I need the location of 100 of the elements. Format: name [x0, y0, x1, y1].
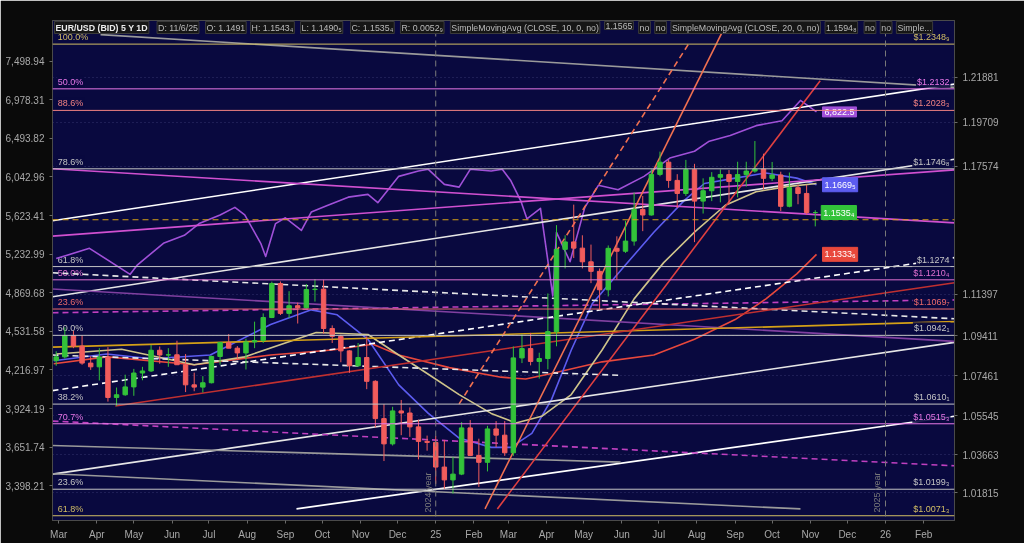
candlestick [614, 235, 620, 280]
y-tick-label: 1.19709 [962, 117, 1000, 129]
x-tick-label: Jun [613, 528, 630, 540]
x-tick-label: Mar [50, 528, 68, 540]
line-series [55, 99, 818, 297]
x-tick-label: Oct [764, 528, 781, 540]
y-tick-label: 1.21881 [962, 72, 1000, 84]
annotation: 50.0% [57, 323, 84, 334]
ref-line-label: $1.0199₃ [913, 477, 950, 488]
x-tick-label: Sep [726, 528, 745, 540]
annotation: SimpleMovingAvg (CLOSE, 10, 0, no) [451, 22, 599, 33]
ref-line-label: $1.0942₁ [913, 323, 950, 334]
candlestick [346, 349, 353, 374]
annotation: 1.1535₄ [823, 207, 855, 218]
annotation: 1.1594₈ [826, 22, 857, 33]
candlestick [786, 172, 793, 208]
candlestick [717, 168, 724, 203]
candlestick [502, 420, 508, 457]
x-tick-label: Sep [276, 528, 295, 540]
annotation: 61.8% [57, 254, 84, 265]
candlestick [803, 184, 810, 216]
candlestick [640, 195, 646, 232]
candlestick [760, 153, 767, 191]
candlestick [579, 234, 586, 269]
candlestick [441, 439, 448, 490]
annotation: 38.2% [57, 392, 84, 403]
x-tick-label: Apr [89, 528, 106, 540]
data-label: 1.1669₅ [824, 179, 857, 190]
y2-tick-label: 7,498.94 [5, 56, 45, 68]
candlestick [424, 435, 430, 452]
annotation: 88.6% [57, 98, 84, 109]
candlestick [519, 333, 525, 364]
y-tick-label: 1.03663 [962, 449, 1000, 461]
candlestick [683, 159, 689, 197]
candlestick [493, 420, 499, 448]
candlestick [243, 338, 249, 371]
x-tick-label: Dec [838, 528, 857, 540]
candlestick [571, 204, 577, 259]
candlestick [148, 344, 154, 373]
candlestick [752, 140, 758, 174]
candlestick [795, 184, 801, 205]
x-tick-label: Nov [801, 528, 820, 540]
candlestick [415, 419, 422, 460]
annotation: no [639, 22, 650, 33]
annotation: Simple... [897, 22, 932, 33]
ref-line-label: $1.1210₄ [913, 267, 950, 278]
candlestick [312, 278, 318, 303]
x-tick-label: Feb [465, 528, 483, 540]
y2-tick-label: 4,216.97 [5, 364, 45, 376]
annotation: SimpleMovingAvg (CLOSE, 20, 0, no) [671, 22, 820, 33]
y2-tick-label: 3,398.21 [5, 480, 45, 492]
y2-tick-label: 5,232.99 [5, 249, 45, 261]
annotation: R: 0.0052₉ [401, 22, 444, 33]
annotation: D: 11/6/25 [158, 22, 199, 33]
x-tick-label: Aug [688, 528, 706, 540]
x-tick-label: Mar [499, 528, 518, 540]
candlestick [536, 352, 542, 380]
y2-tick-label: 3,924.19 [5, 403, 45, 415]
data-label: 1.1333₆ [824, 249, 857, 260]
ref-line-label: $1.2348₉ [913, 32, 950, 43]
ref-line-label: $1.0071₃ [913, 503, 950, 514]
candlestick [191, 372, 197, 392]
annotation: 78.6% [57, 156, 84, 167]
x-tick-label: Aug [238, 528, 257, 540]
y-tick-label: 1.17574 [962, 161, 1000, 173]
candlestick [295, 302, 301, 325]
annotation: no [655, 22, 666, 33]
y-tick-label: 1.01815 [962, 487, 1000, 499]
ref-line-label: $1.0515₃ [913, 411, 950, 422]
candlestick [182, 353, 189, 393]
annotation: 100.0% [57, 32, 89, 43]
annotation: 23.6% [57, 477, 84, 488]
candlestick [734, 161, 741, 198]
annotation: no [865, 22, 875, 33]
candlestick [674, 173, 680, 209]
y2-tick-label: 4,531.58 [5, 326, 45, 338]
candlestick [709, 171, 715, 202]
annotation: C: 1.1535₄ [351, 22, 394, 33]
candlestick [562, 234, 568, 269]
x-tick-label: Dec [388, 528, 407, 540]
candlestick [165, 347, 172, 368]
chart-title: EUR/USD (BID) 5 Y 1D [55, 22, 148, 33]
candlestick [79, 334, 85, 366]
x-tick-label: Oct [314, 528, 331, 540]
y2-tick-label: 6,978.31 [5, 94, 45, 106]
x-tick-label: May [574, 528, 594, 540]
annotation: L: 1.1490₅ [301, 22, 343, 33]
annotation: 70.7% [57, 411, 84, 422]
x-tick-label: Jul [652, 528, 666, 540]
y-tick-label: 1.09411 [962, 330, 999, 342]
candlestick [450, 456, 456, 495]
annotation: no [881, 22, 892, 33]
candlestick [96, 347, 103, 381]
ref-line-label: 2025 year [872, 472, 883, 513]
candlestick [338, 334, 344, 363]
y2-tick-label: 3,651.74 [5, 442, 45, 454]
candlestick [476, 438, 482, 488]
candlestick [622, 220, 629, 254]
candlestick [174, 340, 180, 366]
x-tick-label: Feb [915, 528, 933, 540]
